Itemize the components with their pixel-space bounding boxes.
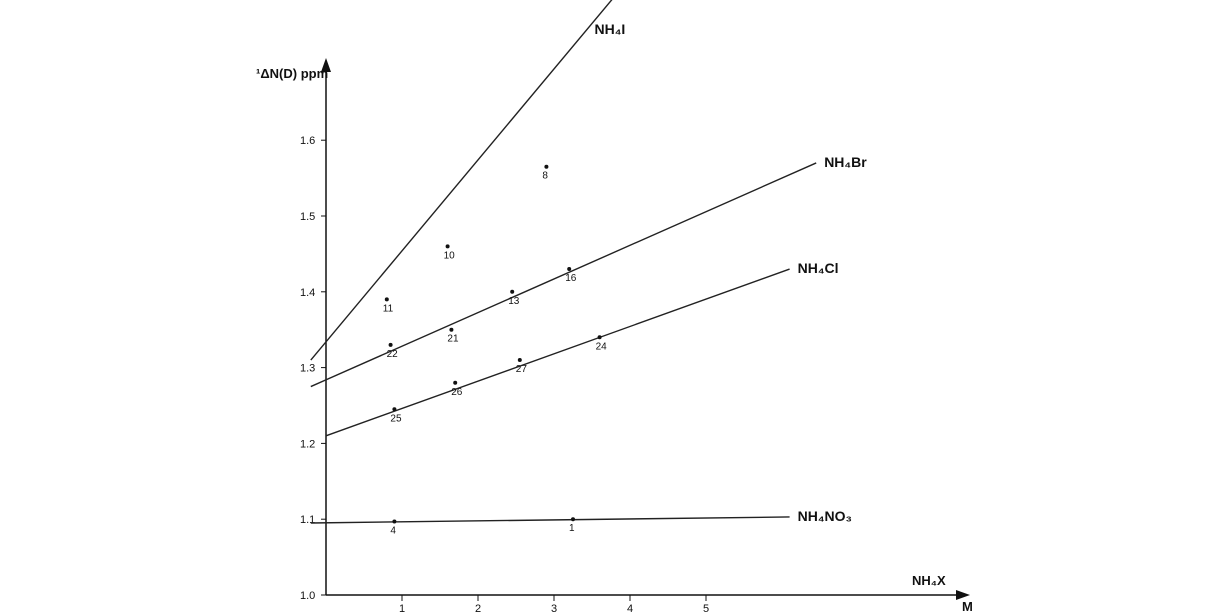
data-point-2-0 bbox=[392, 407, 397, 412]
point-label-0-1: 10 bbox=[444, 250, 456, 261]
data-point-1-0 bbox=[388, 342, 393, 347]
point-label-2-3: 24 bbox=[596, 341, 608, 352]
point-label-1-3: 16 bbox=[565, 273, 577, 284]
series-label-2: NH₄Cl bbox=[798, 260, 839, 276]
y-tick-label-5: 1.5 bbox=[300, 211, 315, 223]
data-point-1-3 bbox=[567, 267, 572, 272]
data-point-1-2 bbox=[510, 289, 515, 294]
series-labels: NH₄I NH₄Br NH₄Cl NH₄NO₃ bbox=[595, 21, 868, 524]
series-label-0: NH₄I bbox=[595, 21, 626, 37]
point-label-0-0: 11 bbox=[383, 303, 394, 314]
data-point-2-1 bbox=[453, 380, 458, 385]
x-axis-title: NH₄X bbox=[912, 573, 946, 588]
point-label-3-1: 1 bbox=[569, 523, 575, 534]
x-tick-label-3: 4 bbox=[627, 603, 633, 613]
y-tick-label-2: 1.2 bbox=[300, 438, 315, 450]
series-label-3: NH₄NO₃ bbox=[798, 508, 852, 524]
data-point-1-1 bbox=[449, 327, 454, 332]
series-line-2 bbox=[325, 268, 790, 437]
point-label-1-2: 13 bbox=[508, 296, 520, 307]
x-axis-unit: M bbox=[962, 599, 973, 613]
point-label-2-1: 26 bbox=[451, 387, 463, 398]
point-label-2-2: 27 bbox=[516, 364, 528, 375]
data-point-0-1 bbox=[445, 244, 450, 249]
point-label-3-0: 4 bbox=[390, 525, 396, 536]
y-axis-title: ¹ΔN(D) ppm bbox=[256, 66, 328, 81]
data-point-0-2 bbox=[544, 164, 549, 169]
point-label-1-1: 21 bbox=[447, 334, 459, 345]
y-tick-label-0: 1.0 bbox=[300, 590, 315, 602]
y-tick-label-4: 1.4 bbox=[300, 287, 315, 299]
x-tick-label-1: 2 bbox=[475, 603, 481, 613]
data-point-3-0 bbox=[392, 519, 397, 524]
point-label-2-0: 25 bbox=[390, 413, 402, 424]
x-axis-arrow bbox=[956, 590, 970, 600]
series-line-3 bbox=[310, 516, 790, 524]
axes: ¹ΔN(D) ppm NH₄X M bbox=[256, 58, 973, 613]
y-axis-arrow bbox=[321, 58, 331, 72]
y-tick-label-6: 1.6 bbox=[300, 135, 315, 147]
point-label-1-0: 22 bbox=[387, 349, 399, 360]
series-line-0 bbox=[310, 0, 613, 361]
series-points: 11 10 8 22 21 13 16 25 26 27 24 4 1 bbox=[383, 164, 608, 536]
data-point-2-3 bbox=[597, 335, 602, 340]
data-point-3-1 bbox=[571, 517, 575, 522]
data-point-2-2 bbox=[517, 358, 522, 363]
x-tick-label-2: 3 bbox=[551, 603, 557, 613]
series-lines bbox=[310, 0, 817, 524]
y-tick-label-1: 1.1 bbox=[300, 514, 315, 526]
x-tick-label-4: 5 bbox=[703, 603, 709, 613]
x-tick-label-0: 1 bbox=[399, 603, 405, 613]
y-tick-label-3: 1.3 bbox=[300, 363, 315, 375]
series-line-1 bbox=[310, 162, 817, 388]
point-label-0-2: 8 bbox=[542, 171, 548, 182]
series-label-1: NH₄Br bbox=[824, 154, 867, 170]
data-point-0-0 bbox=[384, 297, 389, 302]
ticks: 1 2 3 4 5 1.0 1.1 1.2 1.3 1.4 1.5 1.6 bbox=[300, 135, 709, 613]
